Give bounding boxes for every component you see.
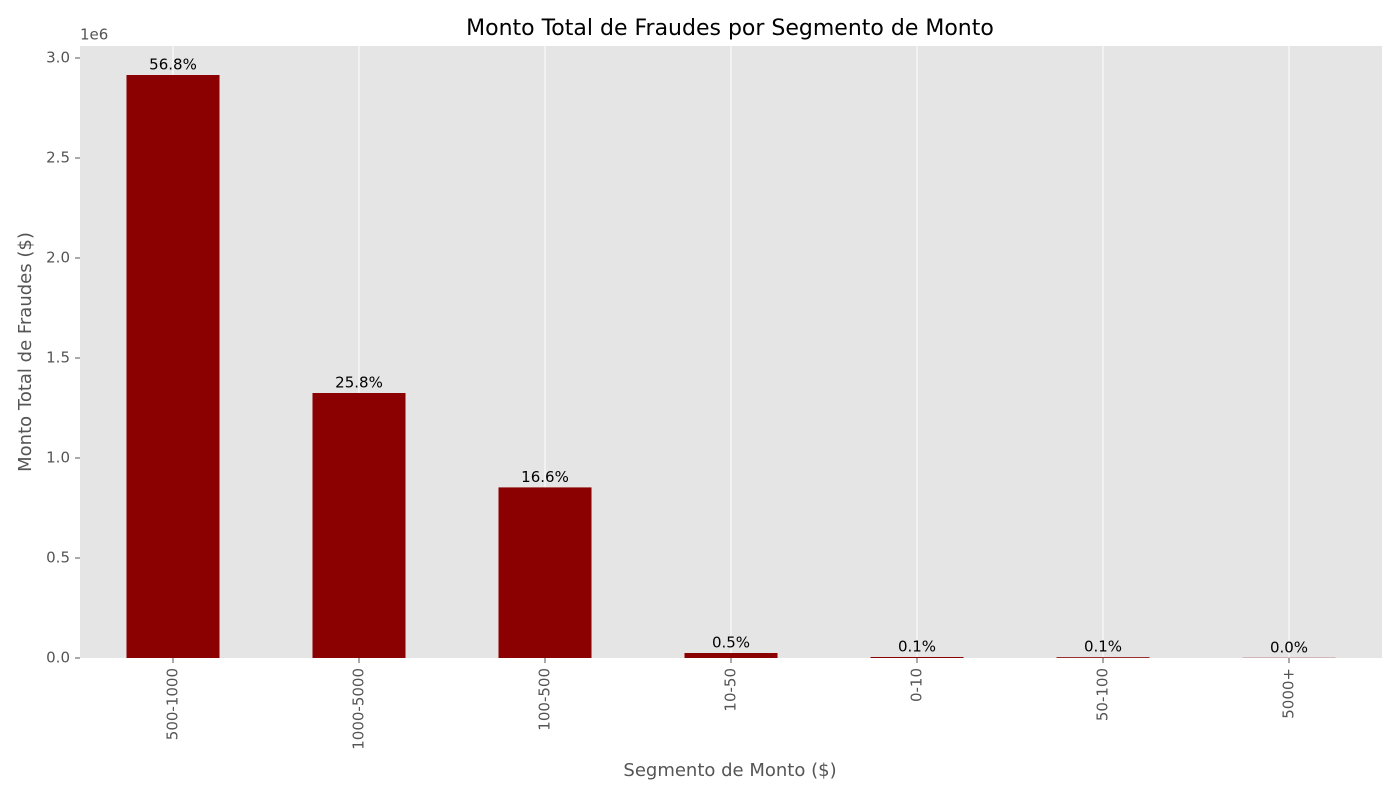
y-tick-label: 2.0 [46,249,70,267]
x-tick-label: 10-50 [722,668,740,712]
x-tick-label: 0-10 [908,668,926,702]
y-tick-label: 1.5 [46,349,70,367]
data-label: 0.1% [1084,638,1122,656]
x-axis-label: Segmento de Monto ($) [623,760,836,781]
x-tick-label: 1000-5000 [350,668,368,750]
bar [870,657,964,658]
bar [684,653,778,658]
y-axis-label: Monto Total de Fraudes ($) [15,232,36,472]
bar [1056,657,1150,658]
y-tick-label: 3.0 [46,49,70,67]
x-tick-label: 50-100 [1094,668,1112,721]
y-tick-label: 0.0 [46,649,70,667]
bar [498,487,592,658]
data-label: 16.6% [521,468,569,486]
x-tick-label: 500-1000 [164,668,182,740]
data-label: 25.8% [335,374,383,392]
y-tick-label: 0.5 [46,549,70,567]
bar [126,75,220,658]
data-label: 0.0% [1270,638,1308,656]
y-offset-label: 1e6 [80,26,108,44]
data-label: 0.1% [898,638,936,656]
data-label: 0.5% [712,634,750,652]
x-tick-label: 5000+ [1280,668,1298,719]
chart-title: Monto Total de Fraudes por Segmento de M… [466,16,994,41]
bar [312,393,406,658]
data-label: 56.8% [149,56,197,74]
y-tick-label: 2.5 [46,149,70,167]
y-tick-label: 1.0 [46,449,70,467]
x-tick-label: 100-500 [536,668,554,731]
